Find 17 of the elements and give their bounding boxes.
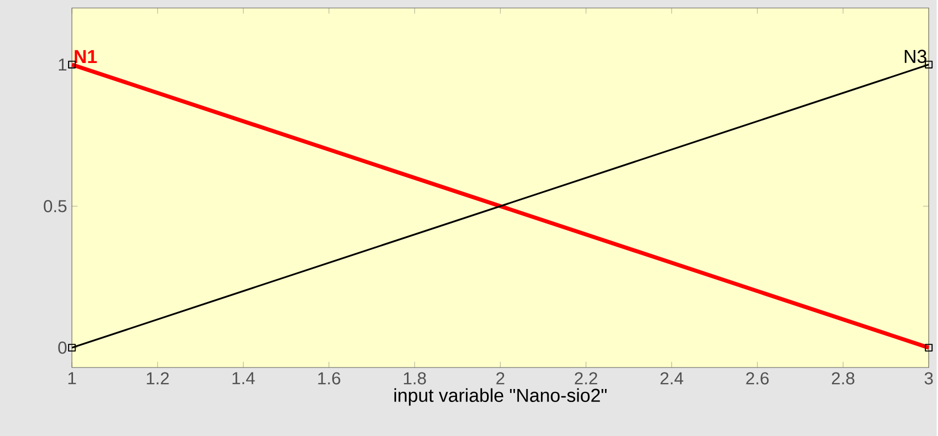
x-tick-label: 1.4 [232, 372, 255, 384]
x-tick-label: 1.8 [404, 372, 426, 384]
x-tick-label: 3 [924, 372, 933, 384]
x-tick-label: 2.4 [660, 372, 684, 384]
y-tick-label: 1 [58, 58, 66, 70]
y-tick-label: 0 [58, 341, 67, 354]
x-tick-label: 2.8 [832, 372, 854, 384]
x-tick-label: 1.6 [318, 372, 340, 384]
x-tick-label: 2 [496, 372, 504, 384]
series-label: N1 [74, 50, 97, 63]
x-axis-title: input variable "Nano-sio2" [394, 388, 607, 406]
x-tick-label: 2.2 [574, 372, 598, 384]
series-label: N3 [904, 50, 926, 63]
x-tick-label: 1 [68, 372, 76, 384]
x-tick-label: 1.2 [146, 372, 169, 384]
y-tick-label: 0.5 [44, 200, 66, 212]
x-tick-label: 2.6 [746, 372, 769, 384]
